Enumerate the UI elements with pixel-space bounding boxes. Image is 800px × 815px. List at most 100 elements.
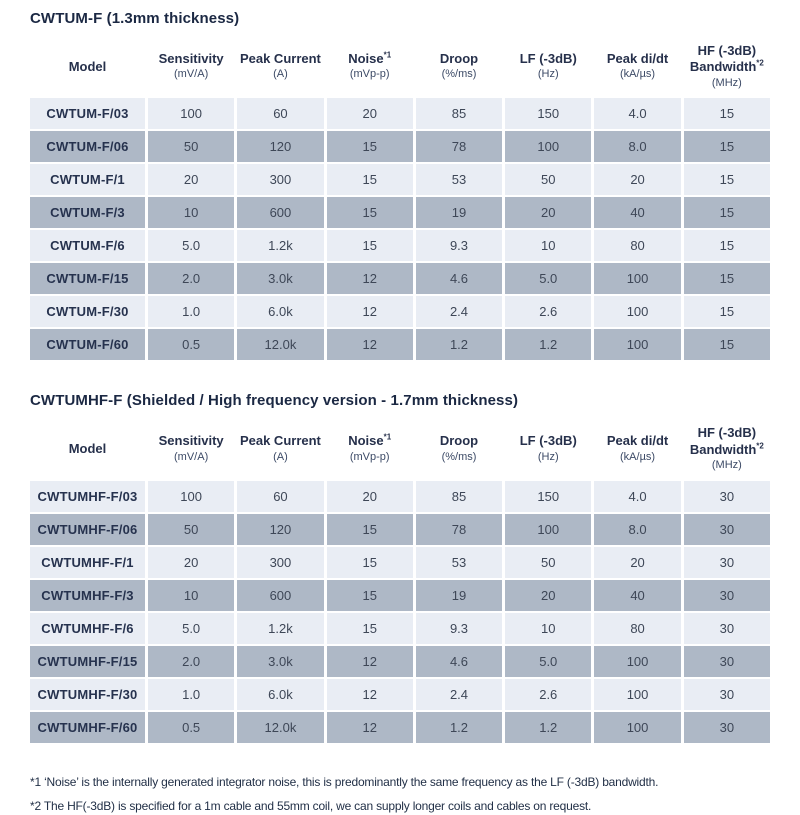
value-cell: 12 [326, 711, 413, 743]
value-cell: 300 [237, 164, 324, 196]
footnotes: *1 ‘Noise’ is the internally generated i… [30, 775, 770, 815]
value-cell: 80 [594, 612, 681, 644]
value-cell: 78 [415, 131, 503, 163]
table-row: CWTUM-F/1 20 300 15 53 50 20 15 [30, 164, 770, 196]
column-header-peak-di-dt: Peak di/dt (kA/µs) [594, 417, 680, 478]
value-cell: 100 [594, 263, 681, 295]
value-cell: 85 [415, 98, 503, 130]
column-header-hf-3db-bandwidth: HF (-3dB) Bandwidth*2 (MHz) [684, 417, 770, 478]
value-cell: 15 [683, 296, 770, 328]
table-row: CWTUMHF-F/6 5.0 1.2k 15 9.3 10 80 30 [30, 612, 770, 644]
column-label: Peak Current [239, 51, 321, 67]
value-cell: 600 [237, 579, 324, 611]
value-cell: 10 [505, 612, 592, 644]
column-label: Peak Current [239, 433, 321, 449]
value-cell: 5.0 [505, 645, 592, 677]
value-cell: 12 [326, 645, 413, 677]
value-cell: 60 [237, 480, 324, 512]
model-cell: CWTUM-F/1 [30, 164, 145, 196]
value-cell: 5.0 [148, 230, 235, 262]
column-label: Noise*1 [348, 50, 392, 67]
table-row: CWTUM-F/3 10 600 15 19 20 40 15 [30, 197, 770, 229]
value-cell: 20 [148, 164, 235, 196]
model-cell: CWTUMHF-F/03 [30, 480, 145, 512]
value-cell: 50 [148, 131, 235, 163]
value-cell: 15 [326, 131, 413, 163]
column-unit: (A) [273, 450, 288, 463]
column-label: Noise*1 [348, 433, 392, 449]
column-label: HF (-3dB) Bandwidth*2 [689, 43, 764, 75]
value-cell: 1.2 [505, 329, 592, 361]
table-row: CWTUMHF-F/06 50 120 15 78 100 8.0 30 [30, 513, 770, 545]
value-cell: 10 [148, 197, 235, 229]
table-title-cwtum-f: CWTUM-F (1.3mm thickness) [30, 10, 240, 27]
table-body: CWTUM-F/03 100 60 20 85 150 4.0 15 CWTUM-F/06 50 1… [30, 98, 770, 361]
model-cell: CWTUM-F/6 [30, 230, 145, 262]
column-unit: (mVp-p) [349, 68, 390, 81]
model-cell: CWTUM-F/3 [30, 197, 145, 229]
table-row: CWTUMHF-F/30 1.0 6.0k 12 2.4 2.6 100 30 [30, 678, 770, 710]
model-cell: CWTUMHF-F/1 [30, 546, 145, 578]
value-cell: 85 [415, 480, 503, 512]
value-cell: 19 [415, 579, 503, 611]
value-cell: 20 [505, 579, 592, 611]
column-unit: (Hz) [537, 450, 559, 463]
value-cell: 15 [326, 612, 413, 644]
column-unit: (mV/A) [174, 450, 209, 463]
column-label: Sensitivity [158, 433, 224, 449]
value-cell: 2.6 [505, 678, 592, 710]
column-unit: (%/ms) [441, 68, 477, 81]
value-cell: 1.2k [237, 612, 324, 644]
value-cell: 2.4 [415, 296, 503, 328]
value-cell: 8.0 [594, 513, 681, 545]
column-label: HF (-3dB) Bandwidth*2 [689, 425, 764, 457]
value-cell: 50 [505, 546, 592, 578]
value-cell: 15 [326, 546, 413, 578]
column-header-lf-3db: LF (-3dB) (Hz) [505, 35, 591, 96]
value-cell: 0.5 [148, 711, 235, 743]
value-cell: 40 [594, 579, 681, 611]
table-row: CWTUM-F/15 2.0 3.0k 12 4.6 5.0 100 15 [30, 263, 770, 295]
column-unit: (kA/µs) [620, 450, 656, 463]
value-cell: 53 [415, 164, 503, 196]
column-header-peak-current: Peak Current (A) [237, 417, 323, 478]
value-cell: 30 [683, 711, 770, 743]
column-unit: (mV/A) [174, 68, 209, 81]
model-cell: CWTUM-F/03 [30, 98, 145, 130]
value-cell: 20 [594, 164, 681, 196]
model-cell: CWTUM-F/06 [30, 131, 145, 163]
table-row: CWTUM-F/60 0.5 12.0k 12 1.2 1.2 100 15 [30, 329, 770, 361]
model-cell: CWTUMHF-F/6 [30, 612, 145, 644]
value-cell: 30 [683, 480, 770, 512]
value-cell: 300 [237, 546, 324, 578]
column-header-model: Model [30, 417, 145, 478]
value-cell: 100 [148, 480, 235, 512]
column-unit: (Hz) [537, 68, 559, 81]
value-cell: 1.2k [237, 230, 324, 262]
column-header-sensitivity: Sensitivity (mV/A) [148, 35, 234, 96]
value-cell: 15 [683, 263, 770, 295]
value-cell: 100 [505, 513, 592, 545]
column-header-hf-3db-bandwidth: HF (-3dB) Bandwidth*2 (MHz) [684, 35, 770, 96]
value-cell: 30 [683, 513, 770, 545]
value-cell: 4.0 [594, 98, 681, 130]
table-row: CWTUMHF-F/3 10 600 15 19 20 40 30 [30, 579, 770, 611]
table-row: CWTUM-F/30 1.0 6.0k 12 2.4 2.6 100 15 [30, 296, 770, 328]
value-cell: 20 [594, 546, 681, 578]
column-label: Sensitivity [158, 51, 224, 67]
value-cell: 15 [326, 513, 413, 545]
value-cell: 80 [594, 230, 681, 262]
value-cell: 15 [683, 164, 770, 196]
column-unit: (kA/µs) [620, 68, 656, 81]
table-section-cwtum-f: CWTUM-F (1.3mm thickness) Model Sensitivi… [30, 10, 770, 362]
column-label: LF (-3dB) [519, 433, 577, 449]
value-cell: 6.0k [237, 678, 324, 710]
column-unit: (MHz) [711, 76, 742, 89]
footnote-noise: *1 ‘Noise’ is the internally generated i… [30, 774, 659, 789]
value-cell: 50 [148, 513, 235, 545]
value-cell: 12.0k [237, 711, 324, 743]
model-cell: CWTUM-F/60 [30, 329, 145, 361]
column-label: Droop [439, 51, 479, 67]
value-cell: 15 [683, 131, 770, 163]
